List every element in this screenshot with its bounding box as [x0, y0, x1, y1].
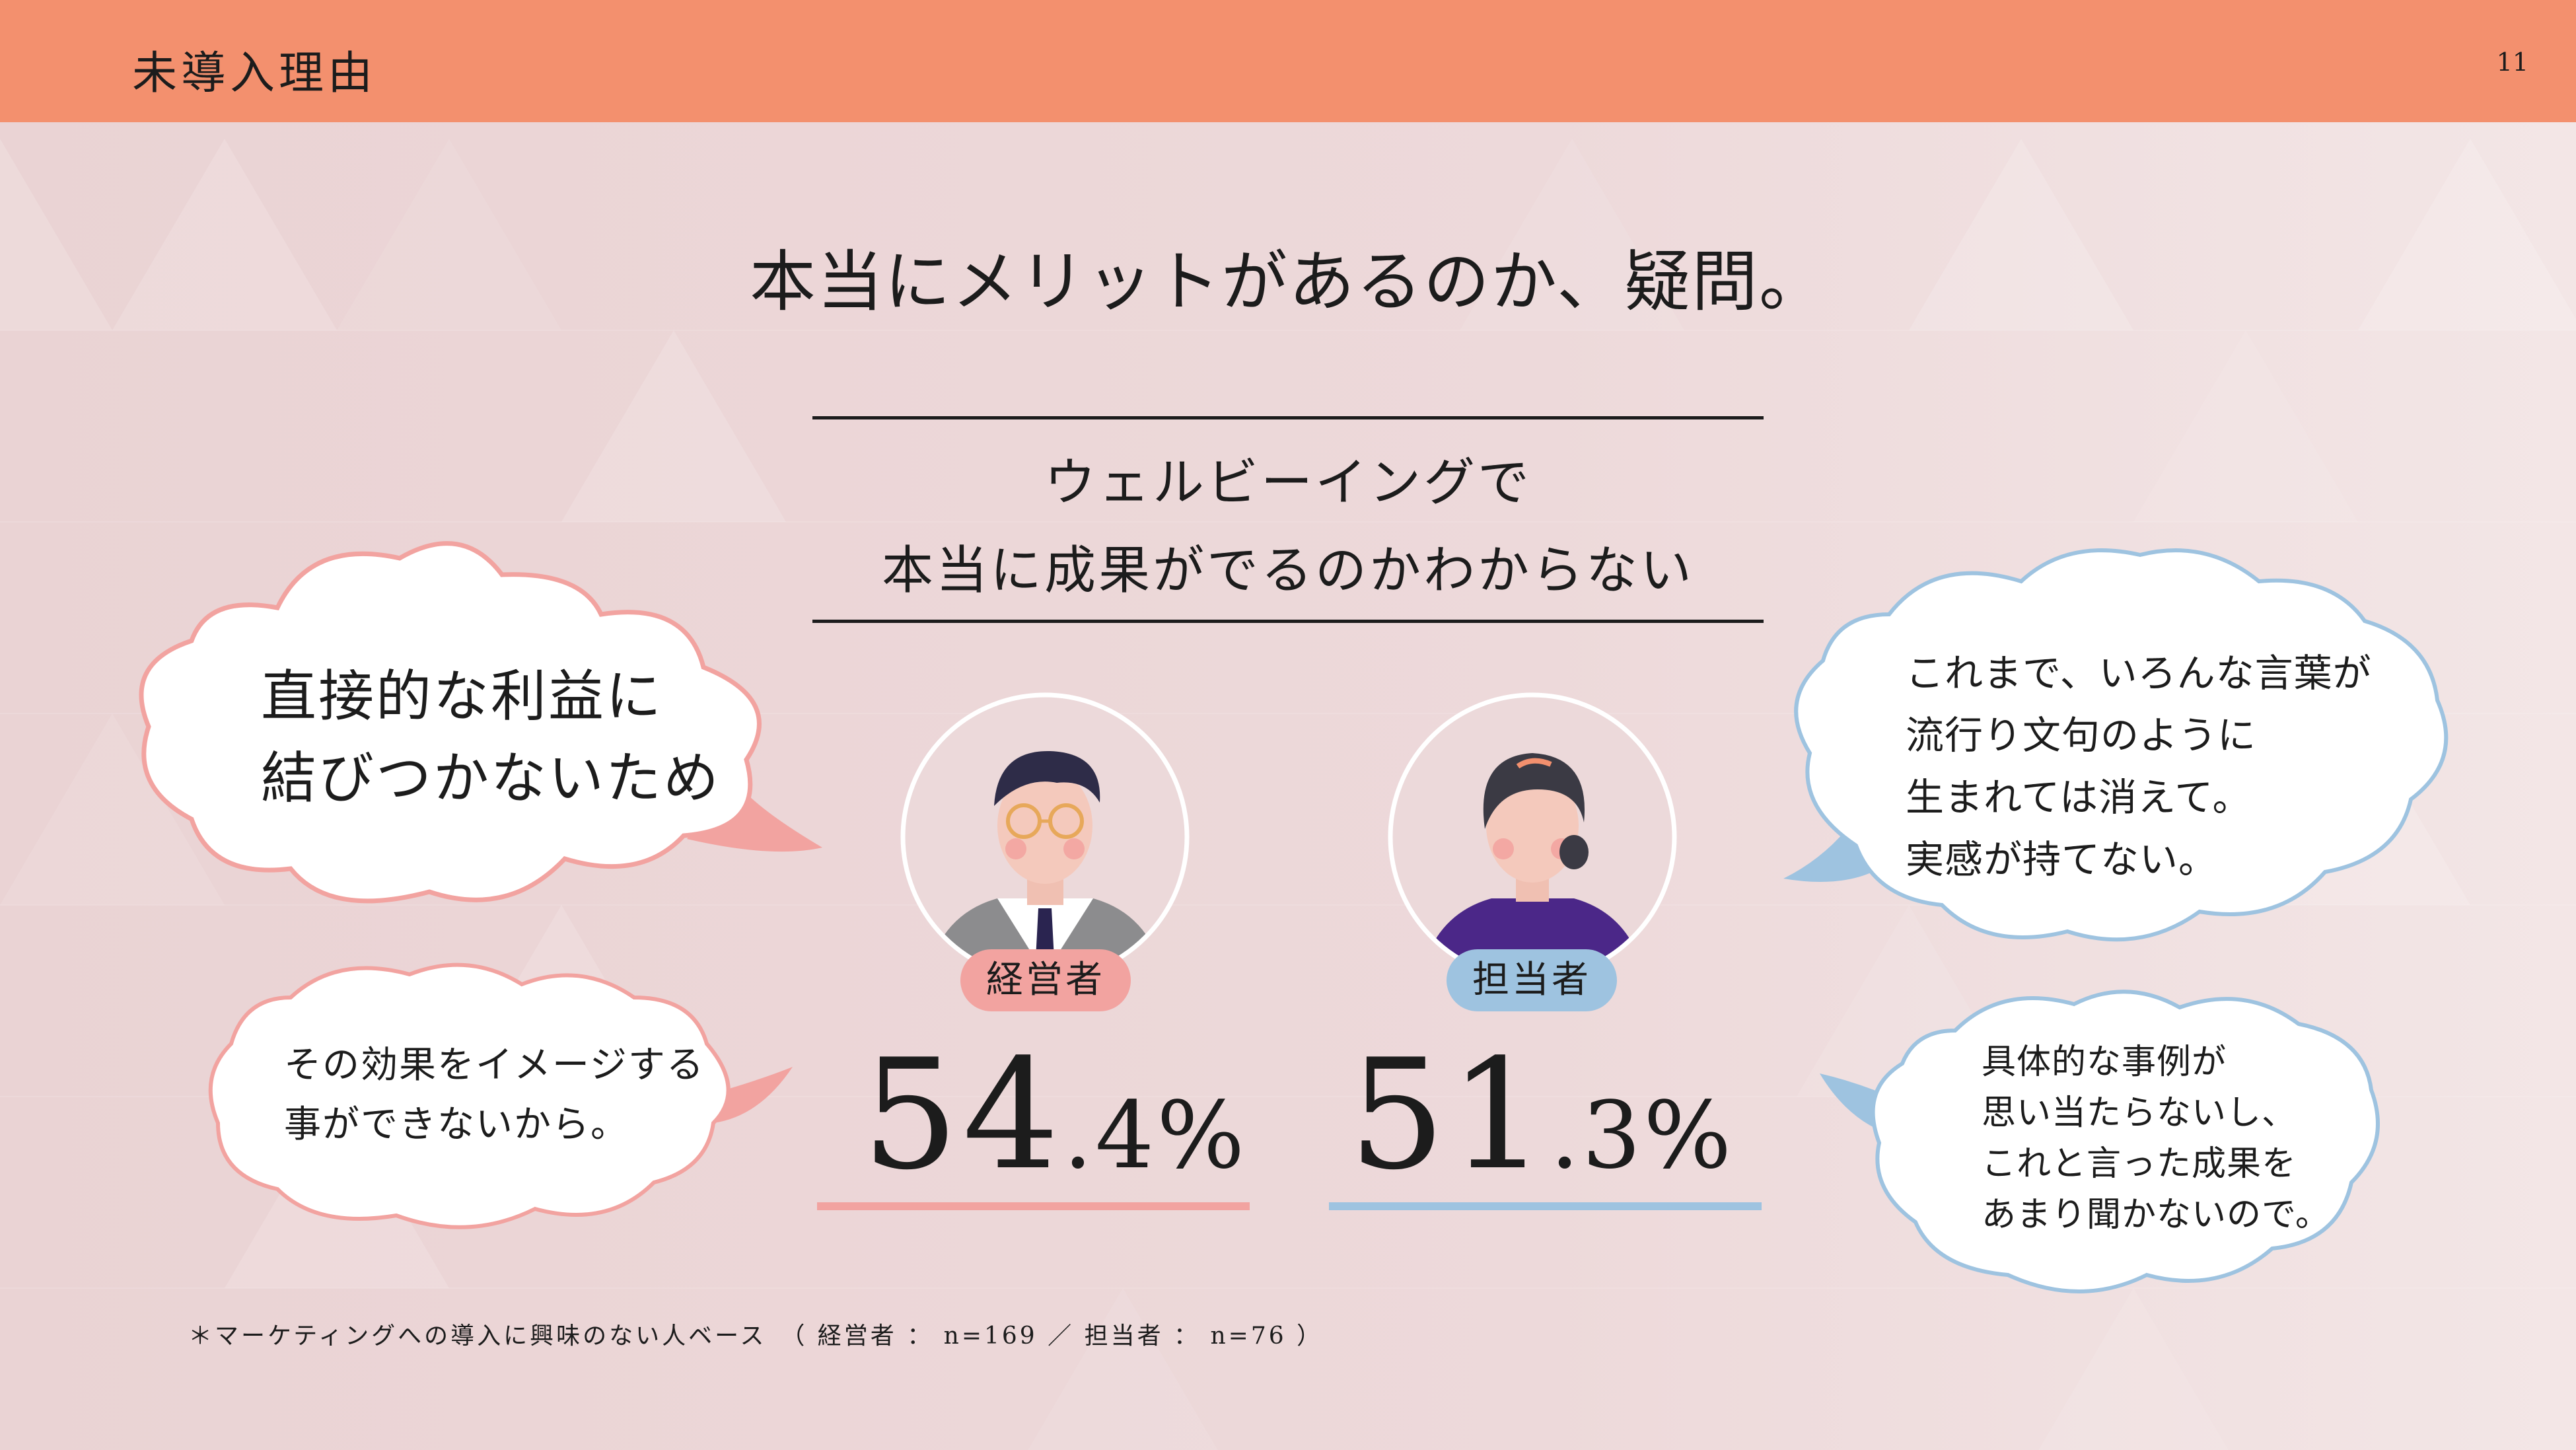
bubble-left-bottom-text: その効果をイメージする 事ができないから。	[284, 1036, 705, 1155]
section-title: 未導入理由	[132, 48, 377, 100]
headline: 本当にメリットがあるのか、疑問。	[750, 243, 1826, 320]
header-bar: 未導入理由 11	[0, 0, 2576, 122]
staff-underline	[1329, 1202, 1762, 1210]
staff-percentage: 51.3%	[1349, 1027, 1734, 1204]
bubble-line: 結びつかないため	[261, 746, 721, 811]
subtitle: ウェルビーイングで 本当に成果がでるのかわからない	[812, 439, 1764, 615]
bubble-line: これと言った成果を	[1982, 1144, 2297, 1184]
bubble-line: 生まれては消えて。	[1906, 775, 2252, 820]
bubble-line: 流行り文句のように	[1906, 713, 2257, 758]
bubble-line: あまり聞かないので。	[1982, 1195, 2330, 1235]
staff-role-badge: 担当者	[1447, 949, 1617, 1011]
speech-bubble-left-bottom	[208, 962, 793, 1229]
bottom-rule	[812, 620, 1764, 623]
bubble-right-top-text: これまで、いろんな言葉が 流行り文句のように 生まれては消えて。 実感が持てない…	[1906, 642, 2372, 890]
bubble-line: その効果をイメージする	[284, 1044, 705, 1087]
top-rule	[812, 416, 1764, 419]
bubble-right-bottom-text: 具体的な事例が 思い当たらないし、 これと言った成果を あまり聞かないので。	[1982, 1037, 2330, 1241]
staff-percentage-integer: 51	[1349, 1027, 1550, 1204]
bubble-left-top-text: 直接的な利益に 結びつかないため	[261, 655, 721, 819]
executive-percentage-integer: 54	[862, 1027, 1063, 1204]
speech-bubble-right-top	[1783, 548, 2449, 942]
executive-percentage: 54.4%	[862, 1027, 1247, 1204]
staff-percentage-decimal: .3%	[1550, 1082, 1735, 1190]
bubble-line: これまで、いろんな言葉が	[1906, 651, 2372, 696]
bubble-line: 具体的な事例が	[1982, 1042, 2227, 1082]
executive-role-badge: 経営者	[960, 949, 1131, 1011]
bubble-line: 事ができないから。	[284, 1103, 629, 1146]
executive-percentage-decimal: .4%	[1063, 1082, 1248, 1190]
subtitle-line-1: ウェルビーイングで	[1044, 453, 1532, 513]
executive-underline	[817, 1202, 1250, 1210]
executive-avatar	[900, 692, 1190, 982]
staff-avatar	[1388, 692, 1677, 982]
speech-bubble-left-top	[139, 541, 822, 904]
bubble-line: 実感が持てない。	[1906, 837, 2218, 882]
bubble-line: 直接的な利益に	[261, 664, 664, 729]
bubble-line: 思い当たらないし、	[1982, 1093, 2297, 1133]
footnote: ＊マーケティングへの導入に興味のない人ベース （ 経営者 ： n=169 ／ 担…	[188, 1323, 1324, 1350]
subtitle-line-2: 本当に成果がでるのかわからない	[881, 541, 1694, 600]
page-number: 11	[2496, 48, 2528, 77]
speech-bubble-right-bottom	[1820, 990, 2380, 1293]
